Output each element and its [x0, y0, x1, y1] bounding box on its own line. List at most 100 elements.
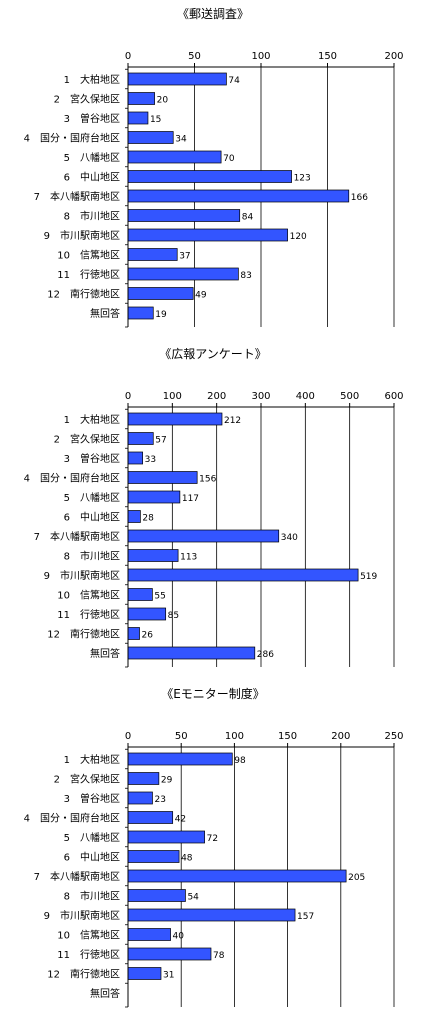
data-label: 166	[351, 193, 368, 203]
bar	[127, 607, 167, 621]
data-label: 72	[207, 834, 218, 844]
category-label: 3 曽谷地区	[64, 792, 120, 805]
bar	[127, 889, 186, 902]
category-label: 1 大柏地区	[64, 413, 120, 426]
bar	[127, 150, 222, 164]
chart-pr-questionnaire: 《広報アンケート》 0 100 200 300 400 500 600 1 大柏地区 212 2 宮…	[24, 347, 404, 668]
x-tick-label: 300	[251, 391, 270, 402]
bar	[127, 588, 153, 601]
data-label: 28	[142, 514, 154, 524]
bar	[127, 646, 256, 660]
x-tick-label: 100	[251, 51, 270, 62]
bar	[127, 811, 174, 824]
category-label: 9 市川駅南地区	[44, 569, 120, 582]
bar	[127, 529, 280, 543]
bar	[127, 267, 239, 281]
category-label: 10 信篤地区	[57, 589, 120, 602]
bar	[127, 928, 171, 941]
data-label: 55	[154, 592, 165, 602]
data-label: 57	[155, 436, 166, 446]
bar	[127, 306, 154, 320]
data-label: 519	[360, 572, 377, 582]
x-tick-label: 150	[318, 51, 337, 62]
x-tick-label: 0	[125, 731, 131, 742]
x-tick-label: 100	[225, 731, 244, 742]
bar	[127, 248, 178, 261]
x-tick-label: 0	[125, 391, 131, 402]
category-label: 5 八幡地区	[64, 151, 120, 164]
bar	[127, 947, 212, 961]
x-tick-label: 100	[163, 391, 182, 402]
chart-title: 《広報アンケート》	[159, 347, 267, 361]
data-label: 84	[242, 213, 254, 223]
data-label: 74	[228, 76, 240, 86]
category-label: 5 八幡地区	[64, 831, 120, 844]
category-label: 12 南行徳地区	[47, 288, 120, 301]
bar	[127, 432, 154, 445]
data-label: 23	[154, 795, 165, 805]
data-label: 157	[297, 912, 314, 922]
category-label: 11 行徳地区	[57, 948, 120, 961]
x-tick-label: 50	[188, 51, 201, 62]
chart-e-monitor: 《Eモニター制度》 0 50 100 150 200 250 1 大柏地区 98 2 宮久保地区 2…	[24, 686, 404, 1008]
bar	[127, 111, 149, 125]
category-label: 11 行徳地区	[57, 608, 120, 621]
data-label: 26	[142, 631, 154, 641]
bar	[127, 287, 194, 300]
bar	[127, 189, 350, 203]
category-label: 11 行徳地区	[57, 268, 120, 281]
category-label: 1 大柏地区	[64, 753, 120, 766]
x-tick-label: 200	[331, 731, 350, 742]
data-label: 19	[155, 310, 167, 320]
category-label: 7 本八幡駅南地区	[34, 190, 120, 203]
category-label: 12 南行徳地区	[47, 968, 120, 981]
bar	[127, 131, 174, 144]
bar	[127, 830, 205, 844]
x-tick-label: 150	[278, 731, 297, 742]
category-label: 12 南行徳地区	[47, 628, 120, 641]
category-label: 3 曽谷地区	[64, 112, 120, 125]
bar	[127, 471, 198, 484]
category-label: 2 宮久保地区	[54, 93, 120, 106]
bar	[127, 209, 241, 222]
category-label: 10 信篤地区	[57, 249, 120, 262]
data-label: 78	[213, 951, 225, 961]
category-label: 3 曽谷地区	[64, 452, 120, 465]
data-label: 113	[180, 553, 197, 563]
bar	[127, 412, 223, 426]
data-label: 31	[163, 971, 174, 981]
bar	[127, 869, 347, 883]
category-label: 6 中山地区	[64, 511, 120, 524]
data-label: 20	[157, 96, 169, 106]
data-label: 85	[168, 611, 179, 621]
category-label: 10 信篤地区	[57, 929, 120, 942]
x-tick-label: 500	[340, 391, 359, 402]
bar	[127, 490, 181, 504]
data-label: 286	[257, 650, 274, 660]
bar	[127, 549, 179, 562]
bar	[127, 752, 233, 766]
data-label: 37	[179, 252, 190, 262]
data-label: 83	[240, 271, 251, 281]
bar	[127, 627, 140, 640]
category-label: 4 国分・国府台地区	[24, 812, 120, 825]
bar	[127, 850, 180, 863]
data-label: 48	[181, 854, 193, 864]
data-label: 98	[234, 756, 246, 766]
chart-postal-survey: 《郵送調査》 0 50 100 150 200 1 大柏地区 74 2 宮久保地区 20 3 曽谷地…	[24, 6, 404, 328]
category-label: 4 国分・国府台地区	[24, 132, 120, 145]
bar	[127, 772, 160, 785]
category-label: 6 中山地区	[64, 851, 120, 864]
data-label: 156	[199, 475, 216, 485]
data-label: 29	[161, 776, 173, 786]
data-label: 117	[182, 494, 199, 504]
x-tick-label: 600	[384, 391, 403, 402]
x-tick-label: 200	[384, 51, 403, 62]
bar	[127, 92, 155, 105]
category-label: 9 市川駅南地区	[44, 229, 120, 242]
bar	[127, 967, 162, 980]
category-label: 無回答	[90, 647, 120, 660]
data-label: 33	[145, 455, 156, 465]
data-label: 205	[348, 873, 365, 883]
data-label: 340	[281, 533, 298, 543]
